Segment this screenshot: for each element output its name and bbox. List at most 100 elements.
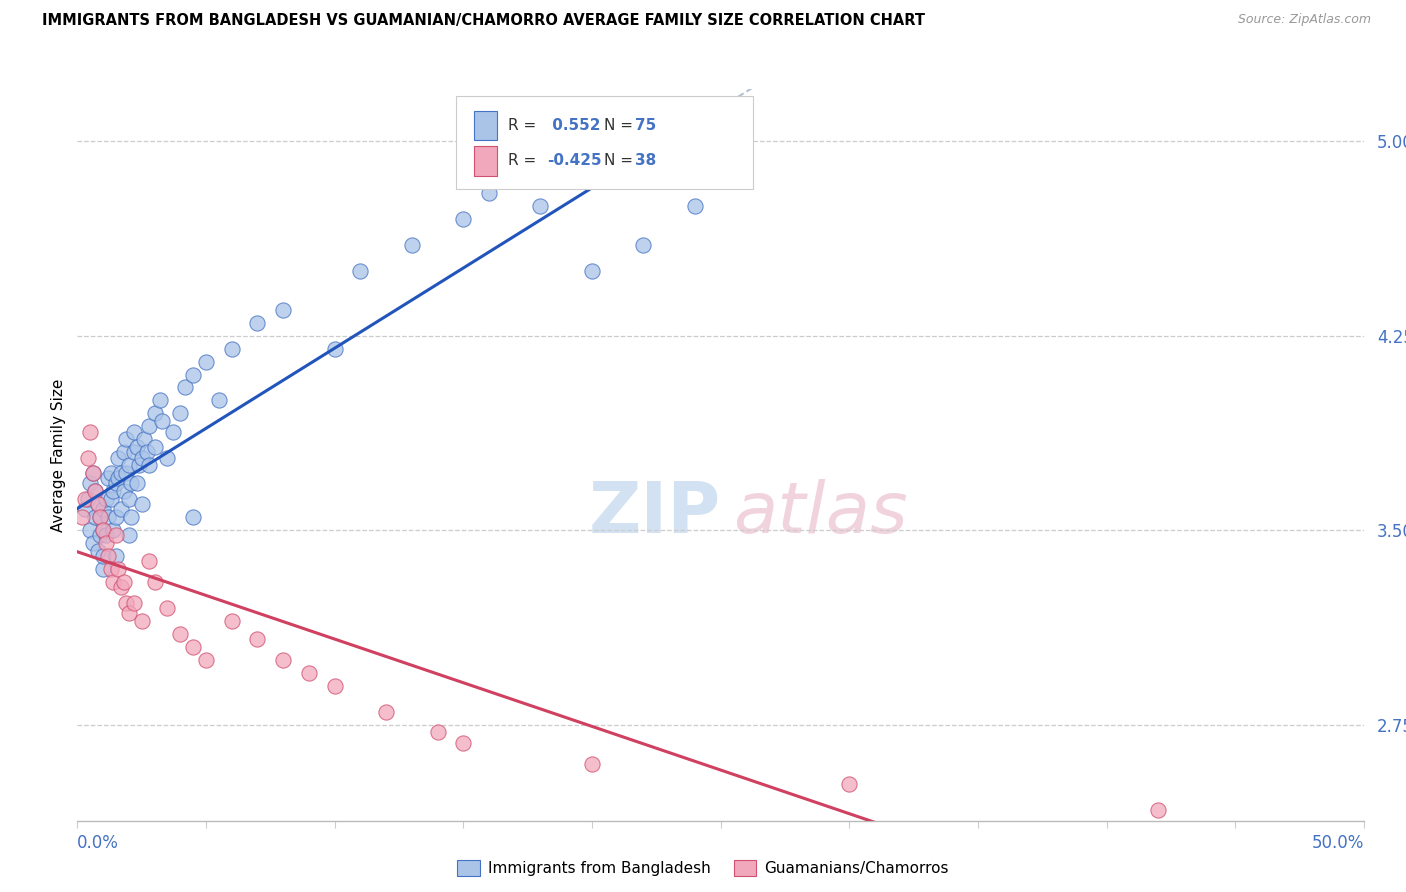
Point (1147, 803, 1170, 817)
Point (104, 549, 127, 563)
Point (87, 544, 110, 558)
Point (82, 466, 104, 480)
Text: IMMIGRANTS FROM BANGLADESH VS GUAMANIAN/CHAMORRO AVERAGE FAMILY SIZE CORRELATION: IMMIGRANTS FROM BANGLADESH VS GUAMANIAN/… (42, 13, 925, 29)
Point (103, 574, 125, 589)
Point (150, 414, 173, 428)
Point (72, 510, 94, 524)
Point (91, 523, 114, 537)
Text: 50.0%: 50.0% (1312, 834, 1364, 852)
Point (112, 445, 135, 459)
Point (131, 450, 153, 465)
Point (221, 342, 243, 356)
Point (683, 199, 706, 213)
Point (79, 425, 101, 439)
Point (103, 523, 125, 537)
Point (120, 510, 142, 524)
Text: N =: N = (603, 153, 637, 169)
Point (84, 484, 107, 499)
Point (633, 237, 655, 252)
Point (94, 491, 117, 506)
Point (138, 419, 160, 434)
Point (87, 497, 110, 511)
Point (73, 491, 96, 506)
Point (426, 725, 449, 739)
Point (112, 484, 135, 499)
Point (122, 425, 145, 439)
Point (149, 393, 172, 408)
Text: atlas: atlas (734, 479, 908, 548)
Point (298, 665, 321, 680)
Point (246, 316, 269, 330)
Point (115, 466, 138, 480)
Point (107, 562, 129, 576)
Text: 0.0%: 0.0% (77, 834, 120, 852)
Point (195, 653, 218, 667)
Point (135, 445, 157, 459)
Point (122, 596, 145, 610)
Point (143, 406, 166, 420)
Point (208, 393, 231, 408)
Text: Source: ZipAtlas.com: Source: ZipAtlas.com (1237, 13, 1371, 27)
Point (118, 491, 141, 506)
Point (156, 450, 179, 465)
Point (143, 574, 166, 589)
Text: 38: 38 (634, 153, 655, 169)
Point (107, 450, 129, 465)
Text: R =: R = (508, 153, 541, 169)
Point (115, 433, 138, 447)
Point (118, 528, 141, 542)
Point (401, 237, 423, 252)
Point (97, 471, 120, 485)
Point (89, 528, 111, 542)
Point (221, 614, 243, 628)
Point (91, 502, 114, 516)
Point (112, 574, 135, 589)
Point (143, 440, 166, 454)
Point (838, 777, 860, 791)
Point (125, 440, 148, 454)
Point (94, 536, 117, 550)
Point (246, 632, 269, 646)
Point (195, 354, 218, 368)
Point (89, 510, 111, 524)
Text: N =: N = (603, 119, 637, 133)
Point (82, 536, 104, 550)
Point (91, 562, 114, 576)
Point (76, 491, 98, 506)
Point (349, 264, 371, 278)
Text: ZIP: ZIP (588, 479, 721, 548)
Point (169, 627, 191, 641)
Text: 0.552: 0.552 (547, 119, 600, 133)
Point (169, 406, 191, 420)
Point (91, 523, 114, 537)
Point (100, 466, 122, 480)
Legend: Immigrants from Bangladesh, Guamanians/Chamorros: Immigrants from Bangladesh, Guamanians/C… (451, 855, 955, 882)
Point (134, 433, 156, 447)
Point (94, 528, 117, 542)
Point (84, 510, 107, 524)
Point (529, 199, 551, 213)
Point (453, 211, 475, 226)
Point (79, 523, 101, 537)
Text: -0.425: -0.425 (547, 153, 602, 169)
Point (84, 484, 107, 499)
Point (181, 640, 204, 654)
Point (82, 466, 104, 480)
Point (323, 679, 346, 693)
Point (128, 458, 150, 473)
Point (581, 264, 603, 278)
Point (138, 554, 160, 568)
Point (181, 368, 204, 382)
Point (97, 549, 120, 563)
Point (120, 476, 142, 491)
Point (131, 497, 153, 511)
Point (97, 510, 120, 524)
Point (76, 450, 98, 465)
Point (103, 484, 125, 499)
Point (118, 606, 141, 620)
Point (118, 458, 141, 473)
Point (115, 596, 138, 610)
Point (110, 466, 132, 480)
Point (478, 186, 501, 200)
Point (73, 502, 96, 516)
